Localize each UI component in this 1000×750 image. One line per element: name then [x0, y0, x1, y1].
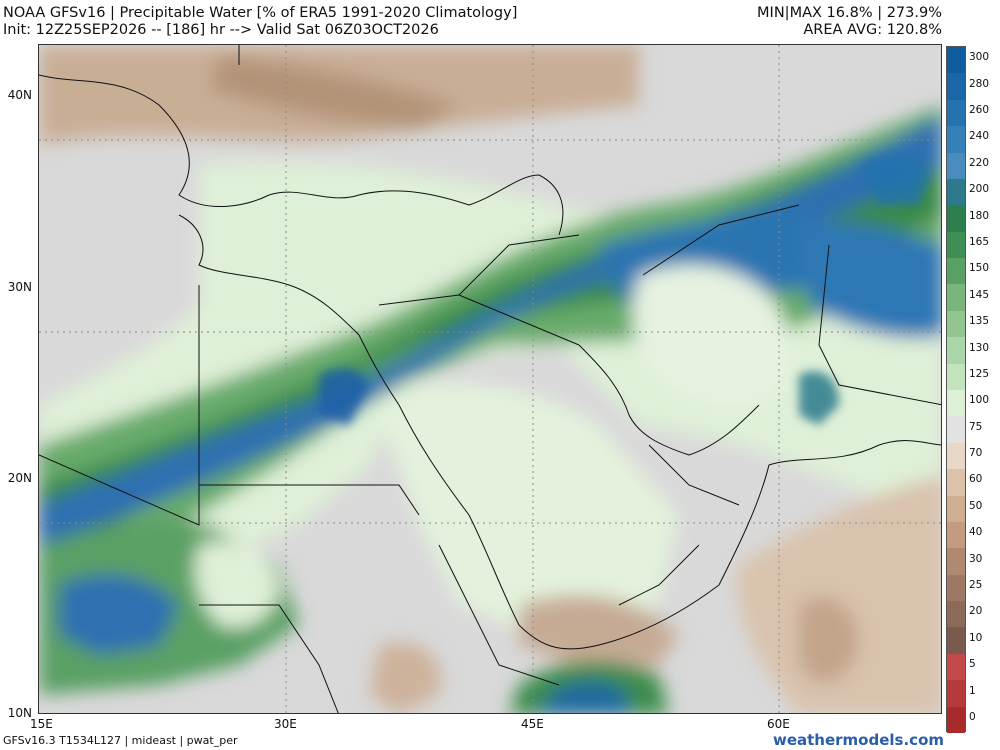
- colorbar-segment: [947, 390, 965, 417]
- colorbar-label: 5: [969, 658, 976, 671]
- map-panel[interactable]: [38, 44, 942, 714]
- colorbar-segment: [947, 152, 965, 180]
- colorbar-label: 150: [969, 262, 990, 275]
- colorbar-segment: [947, 442, 965, 470]
- init-valid-time: Init: 12Z25SEP2026 -- [186] hr --> Valid…: [3, 22, 439, 38]
- colorbar-segment: [947, 205, 965, 233]
- area-average-readout: AREA AVG: 120.8%: [803, 22, 942, 38]
- colorbar-segment: [947, 258, 965, 285]
- colorbar-segment: [947, 521, 965, 549]
- colorbar-segment: [947, 680, 965, 708]
- colorbar-segment: [947, 126, 965, 154]
- graticule: [39, 45, 941, 713]
- colorbar-segment: [947, 47, 965, 74]
- colorbar-label: 50: [969, 499, 983, 512]
- colorbar-label: 180: [969, 209, 990, 222]
- lat-label-40n: 40N: [7, 88, 32, 102]
- colorbar-label: 20: [969, 605, 983, 618]
- colorbar-label: 75: [969, 420, 983, 433]
- lat-label-30n: 30N: [7, 280, 32, 294]
- colorbar-segment: [947, 310, 965, 338]
- colorbar-segment: [947, 363, 965, 391]
- colorbar-label: 60: [969, 473, 983, 486]
- colorbar-segment: [947, 706, 965, 734]
- colorbar-segment: [947, 574, 965, 602]
- borders-coastlines: [39, 45, 941, 713]
- colorbar-label: 130: [969, 341, 990, 354]
- site-credit[interactable]: weathermodels.com: [772, 731, 944, 749]
- lon-label-15e: 15E: [30, 717, 53, 731]
- colorbar-segment: [947, 653, 965, 681]
- colorbar-label: 240: [969, 130, 990, 143]
- colorbar-label: 100: [969, 394, 990, 407]
- colorbar-label: 40: [969, 526, 983, 539]
- colorbar-label: 135: [969, 315, 990, 328]
- colorbar-label: 125: [969, 367, 990, 380]
- lon-label-30e: 30E: [274, 717, 297, 731]
- colorbar-label: 30: [969, 552, 983, 565]
- colorbar-segment: [947, 469, 965, 497]
- lat-label-10n: 10N: [7, 706, 32, 720]
- colorbar-label: 280: [969, 77, 990, 90]
- precipitable-water-map: [39, 45, 941, 713]
- colorbar-segment: [947, 548, 965, 576]
- map-title: NOAA GFSv16 | Precipitable Water [% of E…: [3, 5, 518, 21]
- colorbar-segment: [947, 99, 965, 127]
- precip-field: [39, 45, 941, 713]
- lat-label-20n: 20N: [7, 471, 32, 485]
- colorbar-label: 220: [969, 156, 990, 169]
- colorbar-label: 10: [969, 631, 983, 644]
- colorbar-label: 0: [969, 710, 976, 723]
- colorbar-segment: [947, 178, 965, 206]
- colorbar-segment: [947, 73, 965, 101]
- colorbar-segment: [947, 495, 965, 523]
- colorbar-label: 1: [969, 684, 976, 697]
- colorbar: [946, 46, 966, 734]
- colorbar-label: 145: [969, 288, 990, 301]
- colorbar-label: 300: [969, 51, 990, 64]
- lon-label-60e: 60E: [767, 717, 790, 731]
- precip-detail: [319, 154, 929, 425]
- colorbar-label: 70: [969, 447, 983, 460]
- colorbar-segment: [947, 601, 965, 628]
- colorbar-segment: [947, 284, 965, 312]
- colorbar-label: 260: [969, 104, 990, 117]
- colorbar-segment: [947, 627, 965, 655]
- model-info: GFSv16.3 T1534L127 | mideast | pwat_per: [3, 734, 238, 747]
- colorbar-label: 165: [969, 235, 990, 248]
- colorbar-segment: [947, 416, 965, 444]
- colorbar-segment: [947, 337, 965, 365]
- min-max-readout: MIN|MAX 16.8% | 273.9%: [757, 5, 942, 21]
- colorbar-label: 200: [969, 183, 990, 196]
- colorbar-label: 25: [969, 578, 983, 591]
- colorbar-segment: [947, 231, 965, 259]
- lon-label-45e: 45E: [521, 717, 544, 731]
